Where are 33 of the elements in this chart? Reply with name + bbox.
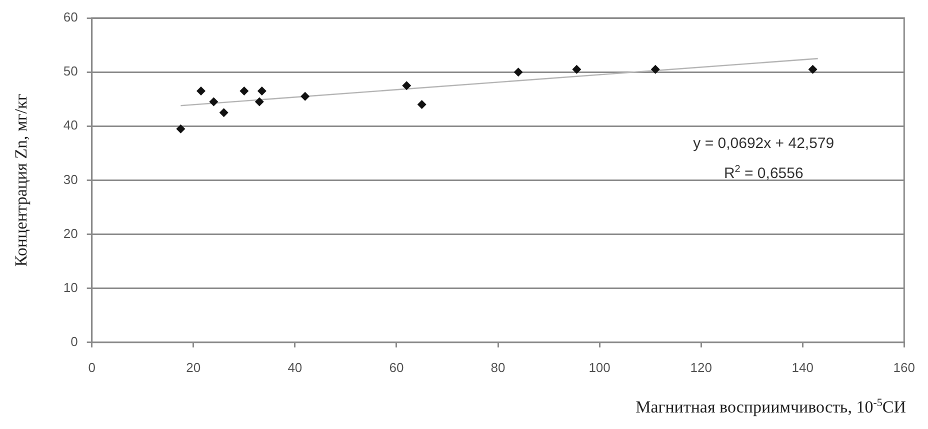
x-tick-label: 0	[88, 360, 96, 375]
x-tick-label: 160	[893, 360, 916, 375]
y-tick-label: 0	[70, 334, 78, 349]
y-tick-label: 50	[63, 64, 78, 79]
point	[254, 97, 264, 106]
x-tick-label: 100	[588, 360, 610, 375]
y-tick-label: 60	[63, 10, 78, 25]
y-axis-title: Концентрация Zn, мг/кг	[12, 94, 31, 267]
y-tick-label: 40	[63, 118, 78, 133]
point	[300, 92, 310, 101]
point	[417, 100, 426, 110]
point	[514, 68, 523, 77]
point	[402, 81, 412, 90]
point	[240, 86, 249, 96]
point	[808, 64, 818, 74]
point	[219, 108, 228, 118]
point	[176, 124, 186, 134]
point	[257, 86, 266, 96]
y-tick-label: 20	[63, 226, 78, 241]
point	[209, 97, 218, 106]
x-tick-label: 40	[288, 360, 302, 375]
point	[650, 64, 660, 74]
y-tick-label: 30	[63, 172, 78, 187]
point	[196, 86, 206, 96]
x-axis-title: Магнитная восприимчивость, 10$^{-5}$СИ	[636, 397, 906, 418]
point	[572, 64, 582, 74]
x-tick-label: 80	[490, 360, 506, 375]
x-tick-label: 60	[389, 360, 404, 375]
x-tick-label: 20	[186, 360, 201, 375]
y-tick-label: 10	[63, 280, 78, 295]
x-tick-label: 120	[690, 360, 712, 375]
annotation: y = 0,0692x + 42,579	[693, 134, 834, 152]
x-tick-label: 140	[792, 360, 814, 375]
